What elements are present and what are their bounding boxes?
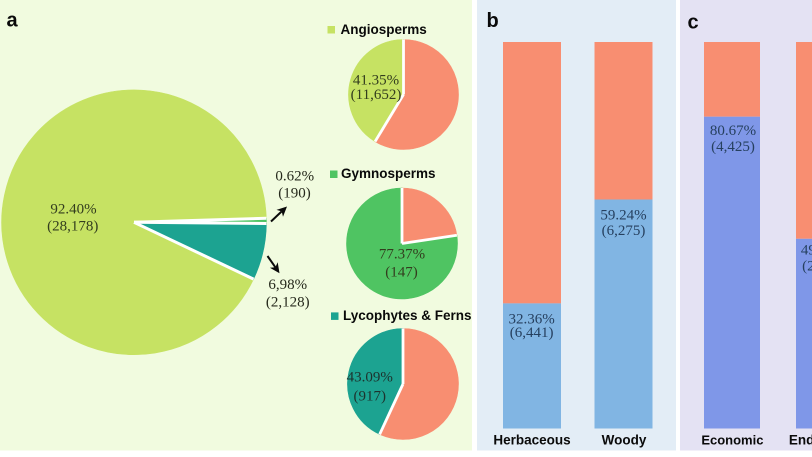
svg-text:a: a xyxy=(7,10,19,32)
svg-text:(28,178): (28,178) xyxy=(47,219,98,235)
svg-text:0.62%: 0.62% xyxy=(275,169,314,185)
svg-text:Endemic: Endemic xyxy=(789,433,812,448)
svg-text:41.35%: 41.35% xyxy=(353,73,399,89)
svg-text:(6,441): (6,441) xyxy=(510,325,554,341)
svg-text:b: b xyxy=(487,10,499,32)
svg-text:Gymnosperms: Gymnosperms xyxy=(341,166,436,181)
svg-text:(6,275): (6,275) xyxy=(602,223,646,239)
svg-text:92.40%: 92.40% xyxy=(50,202,96,218)
svg-text:Lycophytes & Ferns: Lycophytes & Ferns xyxy=(343,308,472,323)
svg-text:(2,128): (2,128) xyxy=(266,295,310,311)
svg-text:c: c xyxy=(688,12,699,34)
svg-text:80.67%: 80.67% xyxy=(710,123,756,139)
svg-text:Herbaceous: Herbaceous xyxy=(493,433,570,448)
svg-text:6,98%: 6,98% xyxy=(268,277,307,293)
svg-text:43.09%: 43.09% xyxy=(347,369,393,385)
svg-text:(2,706): (2,706) xyxy=(802,259,812,275)
svg-text:59.24%: 59.24% xyxy=(600,208,646,224)
svg-text:Angiosperms: Angiosperms xyxy=(341,22,427,37)
svg-text:(190): (190) xyxy=(278,186,311,202)
svg-text:Economic: Economic xyxy=(701,433,763,448)
svg-text:49.33%: 49.33% xyxy=(801,243,812,259)
svg-text:(917): (917) xyxy=(354,389,387,405)
svg-text:32.36%: 32.36% xyxy=(508,312,554,328)
svg-text:(147): (147) xyxy=(385,265,418,281)
svg-text:(4,425): (4,425) xyxy=(711,139,755,155)
svg-text:(11,652): (11,652) xyxy=(351,87,402,103)
svg-text:77.37%: 77.37% xyxy=(379,247,425,263)
svg-text:Woody: Woody xyxy=(602,433,647,448)
